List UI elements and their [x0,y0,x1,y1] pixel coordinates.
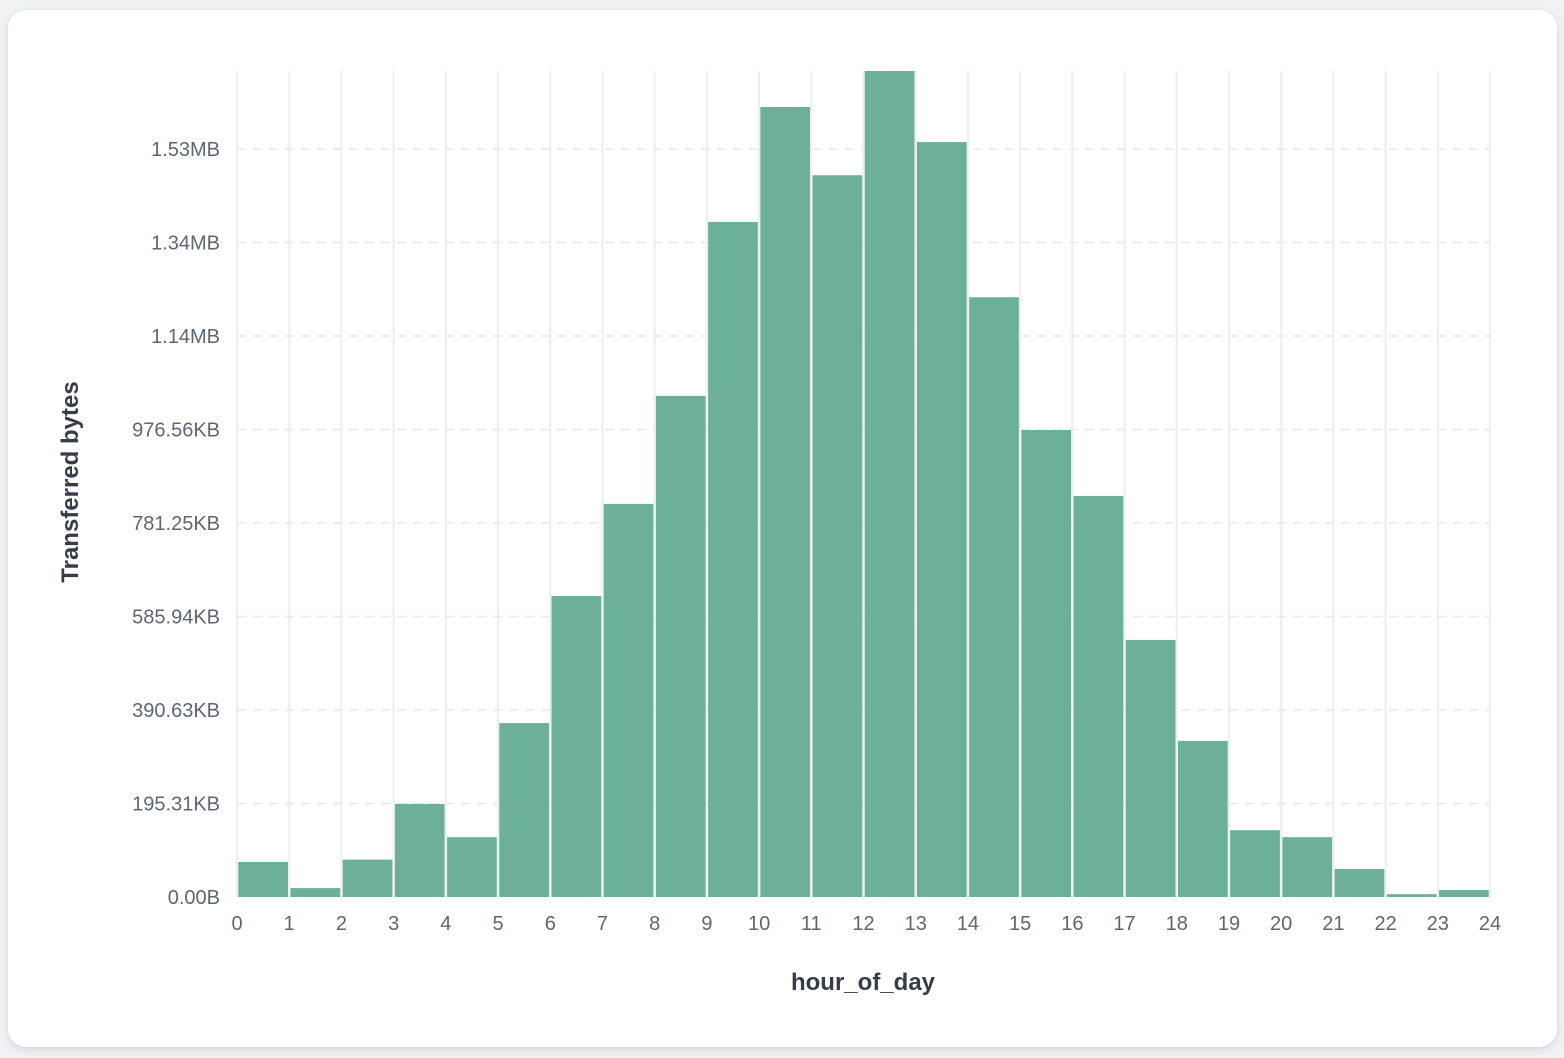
x-tick-label: 12 [852,913,874,935]
bar-hour-22[interactable] [1386,894,1437,897]
y-axis-tick-labels: 0.00B 195.31KB 390.63KB 585.94KB 781.25KB 976… [132,139,220,909]
y-axis-title: Transferred bytes [57,381,84,583]
bar-hour-7[interactable] [603,503,654,897]
bar-hour-3[interactable] [394,803,445,897]
y-tick-label: 1.34MB [151,233,220,255]
x-tick-label: 6 [545,913,556,935]
bar-hour-17[interactable] [1125,639,1176,897]
bar-hour-0[interactable] [238,861,288,897]
x-tick-label: 21 [1322,913,1344,935]
x-tick-label: 8 [649,913,660,935]
x-tick-label: 16 [1061,913,1083,935]
bar-hour-9[interactable] [708,221,758,897]
bar-hour-21[interactable] [1334,868,1385,897]
bar-hour-16[interactable] [1073,495,1124,897]
x-tick-label: 3 [388,913,399,935]
bar-hour-1[interactable] [290,888,341,897]
bar-hour-15[interactable] [1021,430,1072,897]
x-tick-label: 2 [336,913,347,935]
x-axis-tick-labels: 0 1 2 3 4 5 6 7 8 9 10 11 12 13 14 15 16 17 18 19 20 21 22 23 24 [231,913,1501,935]
y-tick-label: 0.00B [168,887,220,909]
x-tick-label: 19 [1218,913,1240,935]
x-tick-label: 23 [1427,913,1449,935]
bar-hour-13[interactable] [916,142,967,897]
histogram-bars [238,71,1489,898]
y-tick-label: 781.25KB [132,513,220,535]
x-tick-label: 4 [440,913,451,935]
x-tick-label: 7 [597,913,608,935]
x-tick-label: 18 [1166,913,1188,935]
bar-hour-5[interactable] [499,723,549,897]
x-tick-label: 13 [905,913,927,935]
y-tick-label: 585.94KB [132,607,220,629]
bar-hour-2[interactable] [342,859,393,897]
y-tick-label: 1.53MB [151,139,220,161]
bar-hour-23[interactable] [1439,889,1489,897]
x-tick-label: 20 [1270,913,1292,935]
x-tick-label: 10 [748,913,770,935]
x-axis-title: hour_of_day [790,969,936,996]
bar-hour-4[interactable] [447,837,497,897]
x-tick-label: 15 [1009,913,1031,935]
bar-hour-10[interactable] [760,106,811,898]
bar-hour-11[interactable] [812,175,863,897]
vertical-gridlines [236,71,1491,897]
bar-hour-19[interactable] [1230,830,1280,897]
bar-hour-12[interactable] [864,71,915,897]
x-tick-label: 22 [1374,913,1396,935]
y-tick-label: 195.31KB [132,794,220,816]
bar-hour-14[interactable] [969,297,1019,898]
x-tick-label: 1 [284,913,295,935]
y-tick-label: 1.14MB [151,326,220,348]
x-tick-label: 11 [801,913,822,935]
bar-hour-20[interactable] [1282,837,1333,897]
y-tick-label: 976.56KB [132,420,220,442]
horizontal-gridlines [237,148,1490,805]
bar-hour-6[interactable] [551,595,602,897]
x-tick-label: 5 [492,913,503,935]
x-tick-label: 9 [701,913,712,935]
x-tick-label: 24 [1479,913,1501,935]
x-tick-label: 0 [231,913,242,935]
x-tick-label: 17 [1113,913,1135,935]
bar-hour-8[interactable] [655,395,706,897]
y-tick-label: 390.63KB [132,700,220,722]
x-tick-label: 14 [957,913,979,935]
bar-hour-18[interactable] [1178,740,1228,897]
